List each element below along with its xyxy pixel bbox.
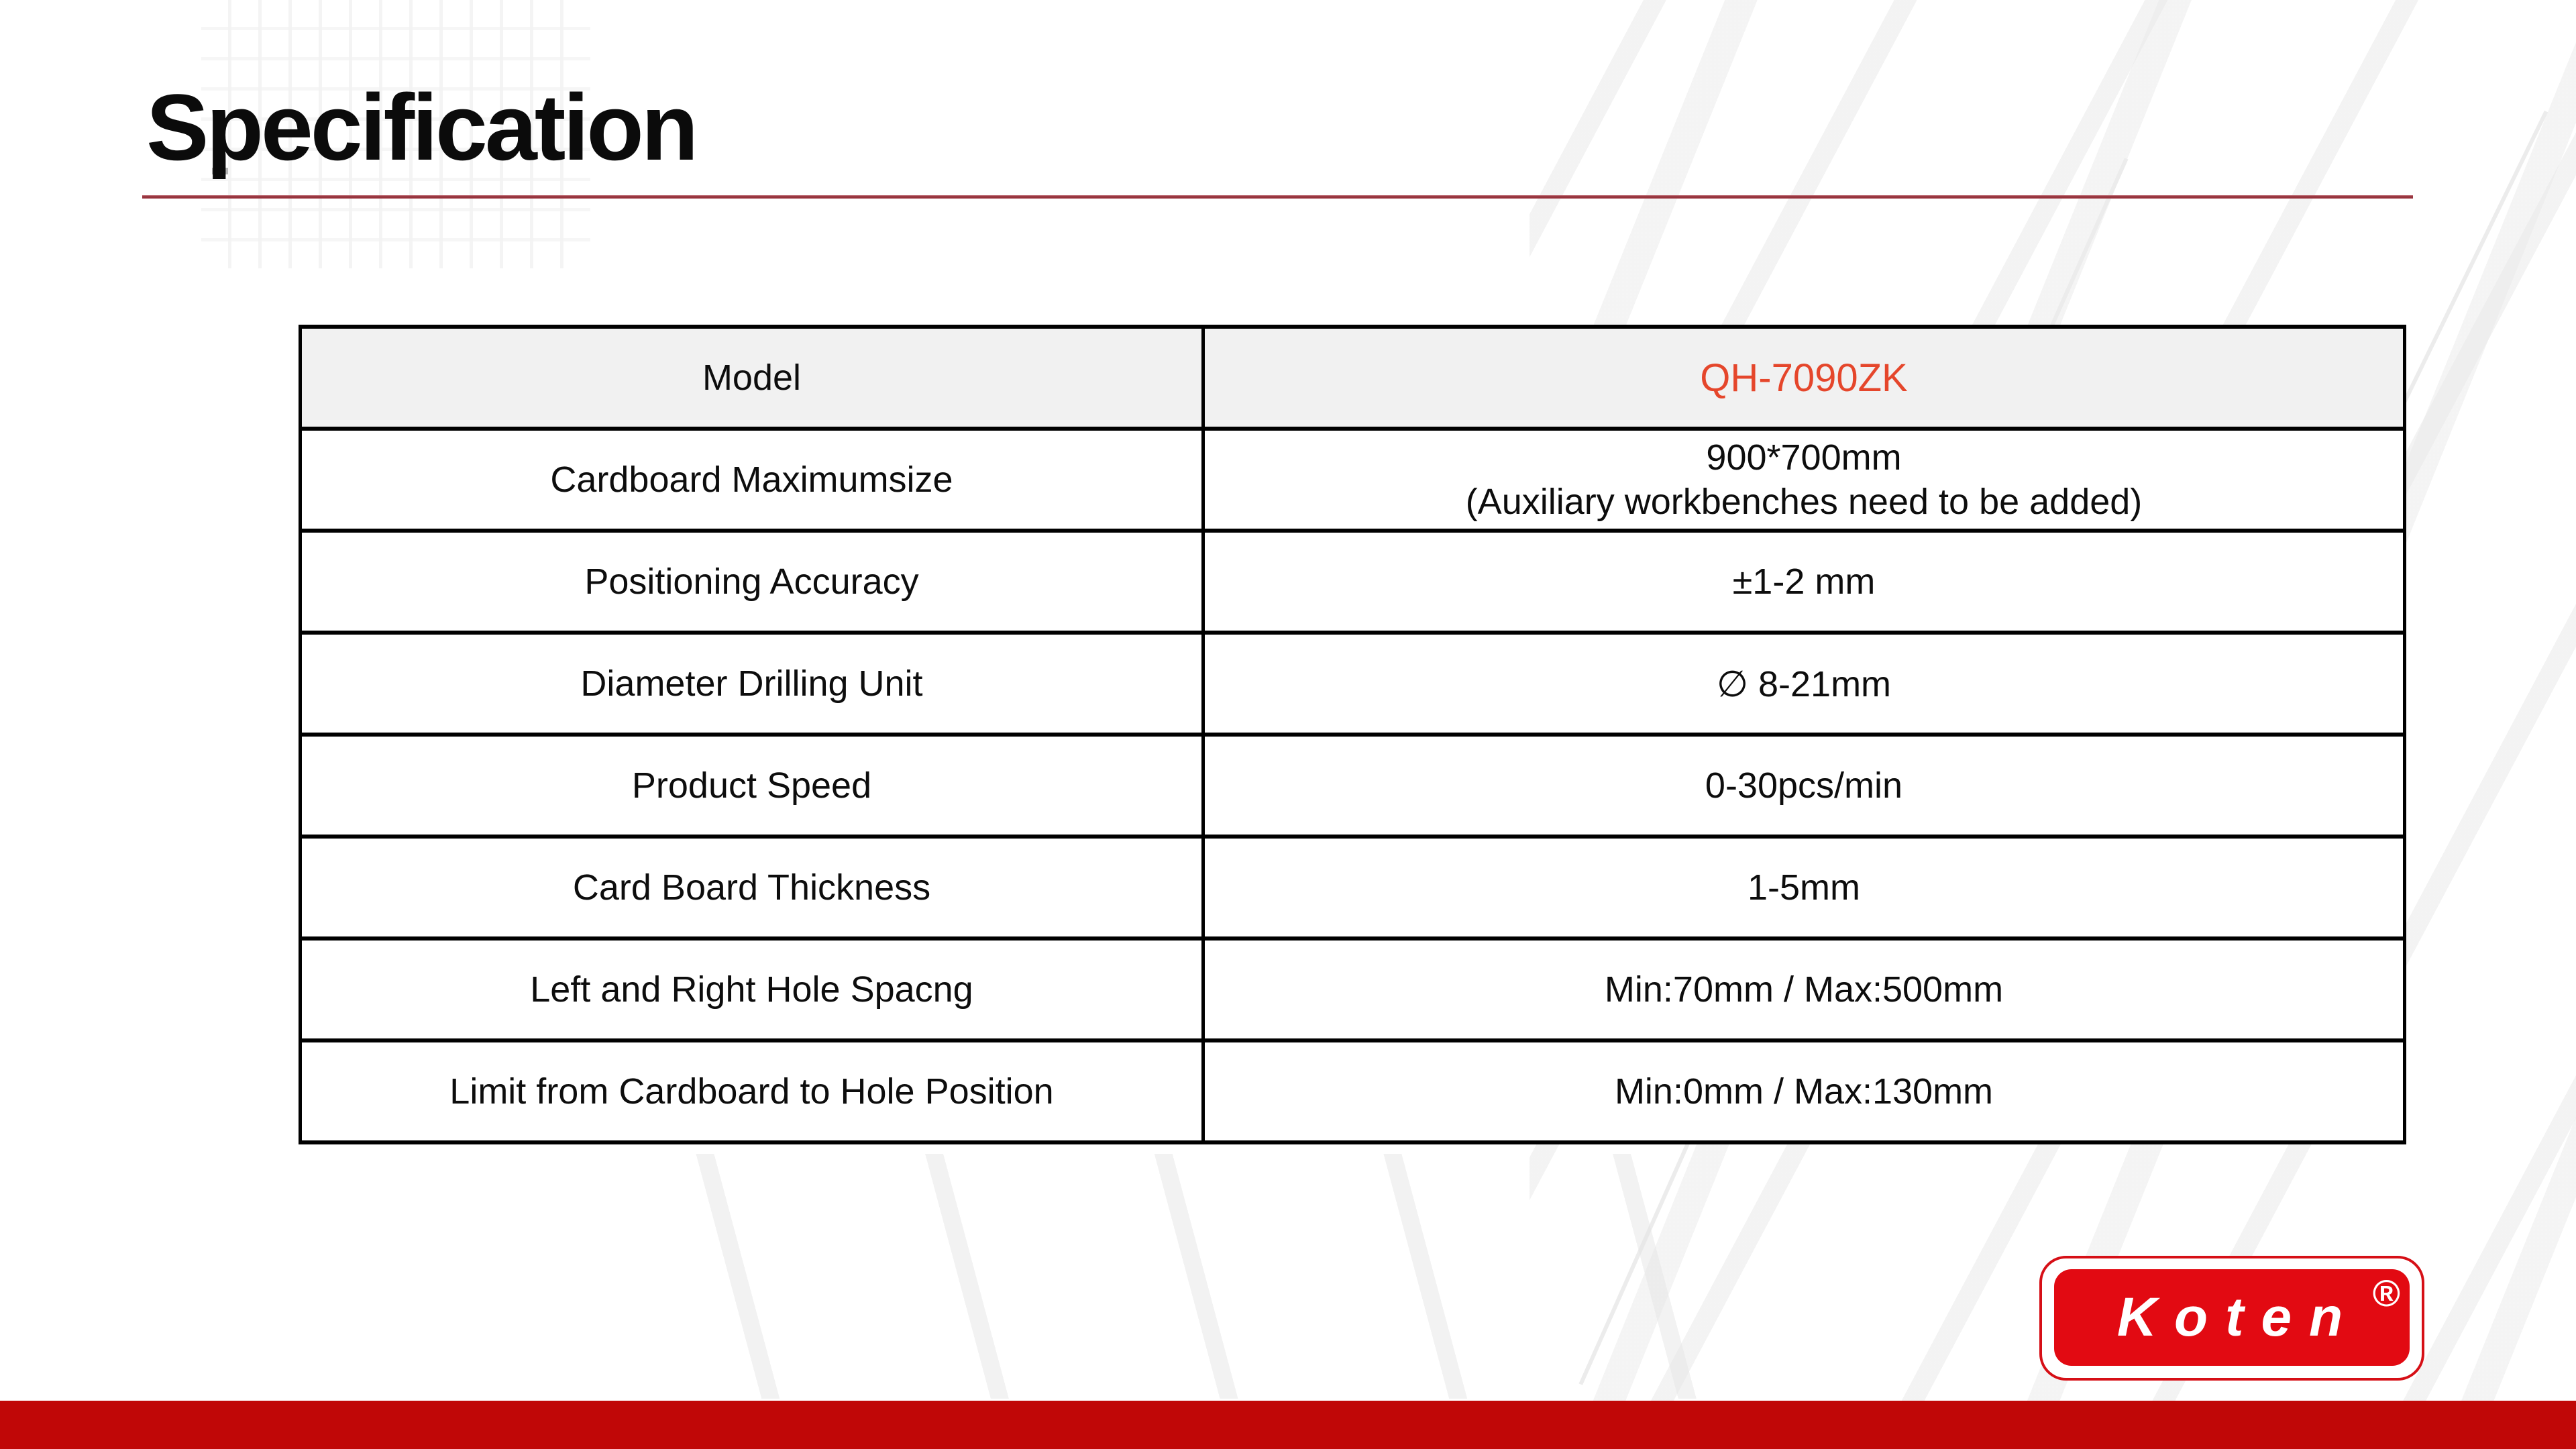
spec-header-value: QH-7090ZK [1201, 325, 2406, 431]
spec-row-value: Min:70mm / Max:500mm [1201, 936, 2406, 1042]
bottom-red-bar [0, 1401, 2576, 1449]
table-row-model: Model QH-7090ZK [299, 325, 2406, 431]
spec-value-line2: (Auxiliary workbenches need to be added) [1465, 482, 2143, 522]
registered-trademark-icon: ® [2372, 1272, 2400, 1314]
spec-row-value: 0-30pcs/min [1201, 733, 2406, 839]
koten-logo: Koten ® [2039, 1256, 2424, 1381]
table-row: Cardboard Maximumsize 900*700mm (Auxilia… [299, 427, 2406, 533]
spec-row-value: Min:0mm / Max:130mm [1201, 1038, 2406, 1144]
spec-row-value: ±1-2 mm [1201, 529, 2406, 635]
spec-row-value: 900*700mm (Auxiliary workbenches need to… [1201, 427, 2406, 533]
koten-logo-text: Koten [2116, 1287, 2361, 1348]
koten-logo-box: Koten ® [2054, 1269, 2410, 1366]
table-row: Positioning Accuracy ±1-2 mm [299, 529, 2406, 635]
spec-row-label: Cardboard Maximumsize [299, 427, 1205, 533]
spec-row-label: Positioning Accuracy [299, 529, 1205, 635]
spec-row-label: Card Board Thickness [299, 835, 1205, 941]
table-row: Left and Right Hole Spacng Min:70mm / Ma… [299, 936, 2406, 1042]
spec-row-label: Diameter Drilling Unit [299, 631, 1205, 737]
table-row: Limit from Cardboard to Hole Position Mi… [299, 1038, 2406, 1144]
spec-row-label: Left and Right Hole Spacng [299, 936, 1205, 1042]
page-title: Specification [146, 74, 698, 180]
spec-header-label: Model [299, 325, 1205, 431]
table-row: Diameter Drilling Unit ∅ 8-21mm [299, 631, 2406, 737]
spec-row-value: ∅ 8-21mm [1201, 631, 2406, 737]
spec-row-value: 1-5mm [1201, 835, 2406, 941]
table-row: Product Speed 0-30pcs/min [299, 733, 2406, 839]
title-underline [142, 195, 2413, 199]
table-row: Card Board Thickness 1-5mm [299, 835, 2406, 941]
background-streaks-bottom [657, 1154, 1764, 1399]
spec-table: Model QH-7090ZK Cardboard Maximumsize 90… [299, 325, 2406, 1144]
spec-row-label: Limit from Cardboard to Hole Position [299, 1038, 1205, 1144]
spec-row-label: Product Speed [299, 733, 1205, 839]
spec-value-line1: 900*700mm [1706, 437, 1902, 478]
